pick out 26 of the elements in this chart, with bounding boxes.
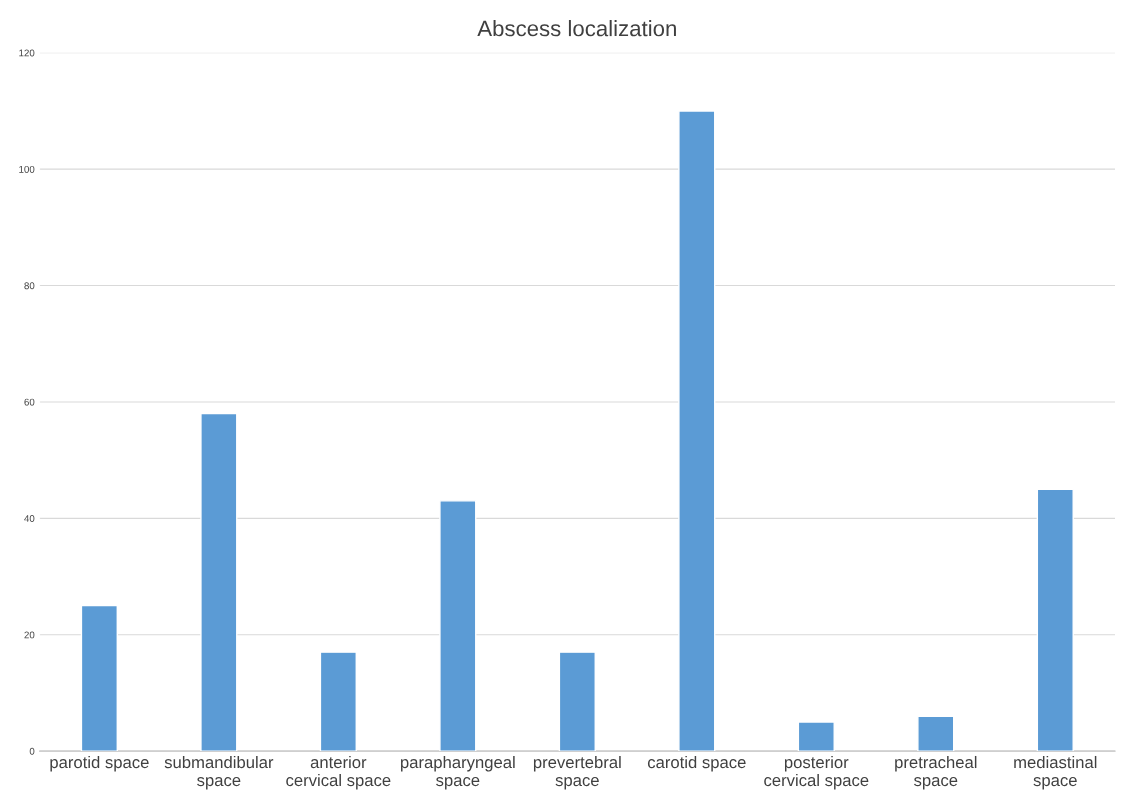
bar <box>1036 488 1074 752</box>
bar <box>917 715 955 752</box>
x-tick-label: parotid space <box>50 755 149 772</box>
bar <box>200 412 238 752</box>
x-tick-label: parapharyngeal space <box>401 755 515 790</box>
y-tick-label: 60 <box>24 398 35 406</box>
y-tick-label: 0 <box>29 747 35 755</box>
bar <box>797 721 835 752</box>
bar <box>558 651 596 752</box>
y-tick-label: 40 <box>24 515 35 522</box>
y-tick-label: 120 <box>19 49 35 57</box>
y-tick-label: 100 <box>19 165 35 173</box>
x-tick-label: posterior cervical space <box>764 755 869 790</box>
x-tick-label: submandibular space <box>164 755 274 790</box>
x-tick-label: pretracheal space <box>895 755 977 790</box>
bar <box>439 500 477 752</box>
x-tick-label: carotid space <box>647 755 746 772</box>
x-tick-label: anterior cervical space <box>286 755 391 790</box>
x-tick-label: prevertebral space <box>533 755 621 790</box>
x-tick-label: mediastinal space <box>1014 755 1097 790</box>
bar <box>319 651 357 752</box>
y-tick-label: 80 <box>24 282 35 290</box>
bar <box>678 110 716 752</box>
y-tick-label: 20 <box>24 631 35 639</box>
bar <box>80 604 118 752</box>
chart-title: Abscess localization <box>477 20 676 37</box>
